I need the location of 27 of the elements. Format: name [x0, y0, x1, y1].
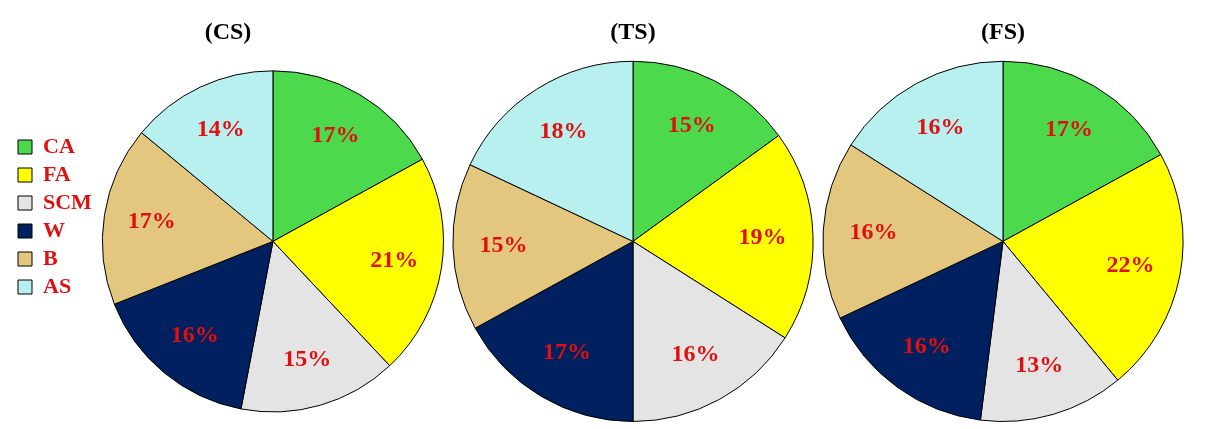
legend-label: CA	[43, 132, 75, 158]
chart-title: (TS)	[610, 17, 656, 44]
data-label: 21%	[370, 245, 419, 272]
data-label: 16%	[902, 331, 951, 358]
data-label: 19%	[738, 222, 787, 249]
legend-label: SCM	[43, 188, 93, 214]
data-label: 15%	[479, 230, 528, 257]
data-label: 22%	[1106, 250, 1155, 277]
data-label: 17%	[542, 338, 591, 365]
data-label: 16%	[170, 321, 219, 348]
chart-title: (CS)	[204, 17, 252, 44]
data-label: 17%	[127, 207, 176, 234]
legend-label: FA	[43, 160, 71, 186]
legend-label: B	[43, 244, 58, 270]
data-label: 16%	[849, 218, 898, 245]
data-label: 17%	[1045, 114, 1094, 141]
data-label: 18%	[539, 117, 588, 144]
data-label: 15%	[667, 111, 716, 138]
chart-title: (FS)	[981, 17, 1025, 44]
data-label: 16%	[671, 340, 720, 367]
data-label: 13%	[1015, 351, 1064, 378]
data-label: 15%	[283, 344, 332, 371]
data-label: 17%	[311, 120, 360, 147]
data-label: 16%	[916, 112, 965, 139]
legend-label: W	[43, 216, 65, 242]
legend-label: AS	[43, 272, 72, 298]
data-label: 14%	[196, 115, 245, 142]
